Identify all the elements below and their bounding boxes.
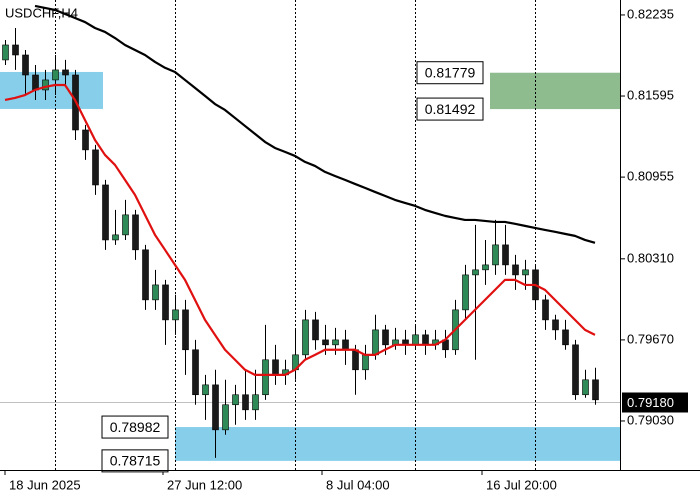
candle-body — [82, 129, 89, 151]
candle-body — [112, 234, 119, 241]
candle-body — [482, 264, 489, 271]
candle-body — [592, 379, 599, 401]
candle-body — [62, 69, 69, 76]
zone-label: 0.78715 — [110, 453, 161, 469]
candle-body — [342, 339, 349, 351]
candle-body — [2, 44, 9, 61]
candle-body — [202, 384, 209, 396]
x-tick-label: 27 Jun 12:00 — [167, 477, 242, 492]
x-tick-label: 16 Jul 20:00 — [486, 477, 557, 492]
zone-label-box — [416, 97, 484, 121]
y-tick-label: 0.82235 — [627, 6, 674, 21]
candle-body — [52, 69, 59, 81]
candle-body — [242, 394, 249, 411]
candle-body — [102, 184, 109, 241]
candle-body — [462, 274, 469, 311]
candle-body — [122, 214, 129, 236]
candle-body — [552, 319, 559, 331]
candle-body — [372, 329, 379, 356]
candle-body — [312, 319, 319, 341]
candle-body — [582, 379, 589, 396]
candle-body — [502, 244, 509, 266]
plot — [2, 4, 599, 458]
zone-label-box — [101, 449, 169, 473]
zone-label-box — [416, 61, 484, 85]
candle-body — [152, 284, 159, 301]
last-price-box — [622, 392, 688, 413]
candle-body — [562, 329, 569, 346]
candle-body — [232, 394, 239, 406]
candle-body — [272, 359, 279, 376]
candle-body — [252, 394, 259, 411]
candle-body — [212, 384, 219, 431]
candle-body — [42, 79, 49, 91]
candle-body — [142, 249, 149, 301]
candle-body — [262, 359, 269, 396]
candle-body — [522, 269, 529, 276]
candle-body — [492, 244, 499, 266]
candle-body — [92, 149, 99, 186]
candle-body — [542, 299, 549, 321]
separators — [0, 0, 620, 470]
candle-body — [12, 44, 19, 56]
candle-body — [572, 344, 579, 396]
last-price-label: 0.79180 — [627, 395, 674, 410]
candle-body — [192, 349, 199, 396]
candle-body — [222, 404, 229, 431]
candle-body — [22, 54, 29, 76]
zone-label: 0.81492 — [425, 101, 476, 117]
candle-body — [302, 319, 309, 356]
zone — [0, 71, 103, 109]
y-tick-label: 0.79030 — [627, 412, 674, 427]
zone — [490, 72, 620, 110]
candle-body — [172, 309, 179, 321]
candle-body — [382, 329, 389, 346]
x-tick-label: 18 Jun 2025 — [9, 477, 81, 492]
candle-body — [32, 74, 39, 91]
y-tick-label: 0.79670 — [627, 331, 674, 346]
candle-body — [412, 334, 419, 346]
candle-body — [132, 214, 139, 251]
y-tick-label: 0.81595 — [627, 87, 674, 102]
candle-body — [472, 269, 479, 276]
moving-average — [34, 4, 596, 244]
moving-average — [4, 83, 596, 376]
zones — [0, 71, 620, 461]
x-tick-label: 8 Jul 04:00 — [326, 477, 390, 492]
candle-body — [322, 339, 329, 346]
candle-body — [422, 334, 429, 346]
candle-body — [512, 264, 519, 276]
zone-label: 0.78982 — [110, 419, 161, 435]
candle-body — [332, 339, 339, 346]
candle-body — [182, 309, 189, 351]
chart-title: USDCHF,H4 — [5, 5, 78, 20]
y-tick-label: 0.80955 — [627, 169, 674, 184]
candle-body — [162, 284, 169, 321]
candle-body — [352, 349, 359, 371]
y-tick-label: 0.80310 — [627, 250, 674, 265]
zone-label: 0.81779 — [425, 64, 476, 80]
zone — [175, 427, 620, 461]
candle-body — [362, 354, 369, 371]
zone-label-box — [101, 415, 169, 439]
